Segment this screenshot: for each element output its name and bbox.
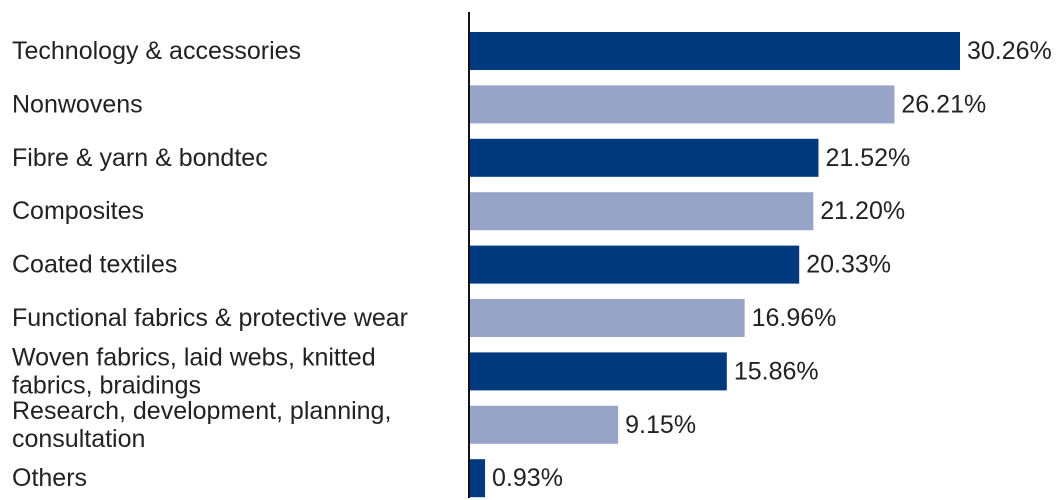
category-label: fabrics, braidings — [12, 371, 201, 399]
bar — [470, 85, 895, 124]
data-label: 26.21% — [901, 90, 986, 118]
value-labels-group: 30.26% 26.21% 21.52% 21.20% 20.33% 16.96% 15.8… — [492, 37, 1052, 492]
bars-group — [470, 32, 960, 498]
data-label: 21.52% — [825, 144, 910, 172]
category-label: Research, development, planning, — [12, 397, 391, 425]
data-label: 9.15% — [625, 411, 696, 439]
data-label: 0.93% — [492, 464, 563, 492]
bar — [470, 405, 619, 444]
data-label: 16.96% — [752, 304, 837, 332]
category-label: Others — [12, 464, 87, 492]
category-label: consultation — [12, 425, 145, 453]
bar — [470, 32, 960, 70]
category-label: Functional fabrics & protective wear — [12, 304, 408, 332]
category-label: Fibre & yarn & bondtec — [12, 144, 268, 172]
category-label: Woven fabrics, laid webs, knitted — [12, 343, 376, 371]
data-label: 15.86% — [734, 357, 819, 385]
bar — [470, 299, 745, 337]
data-label: 21.20% — [820, 197, 905, 225]
category-label: Technology & accessories — [12, 37, 301, 65]
category-label: Nonwovens — [12, 90, 143, 118]
data-label: 30.26% — [967, 37, 1052, 65]
bar — [470, 192, 814, 231]
bar — [470, 245, 800, 284]
category-label: Composites — [12, 197, 144, 225]
data-label: 20.33% — [806, 251, 891, 279]
bar — [470, 352, 727, 391]
bar — [470, 459, 486, 498]
category-label: Coated textiles — [12, 251, 177, 279]
category-labels-group: Technology & accessories Nonwovens Fibre &… — [12, 37, 408, 492]
bar — [470, 138, 819, 177]
